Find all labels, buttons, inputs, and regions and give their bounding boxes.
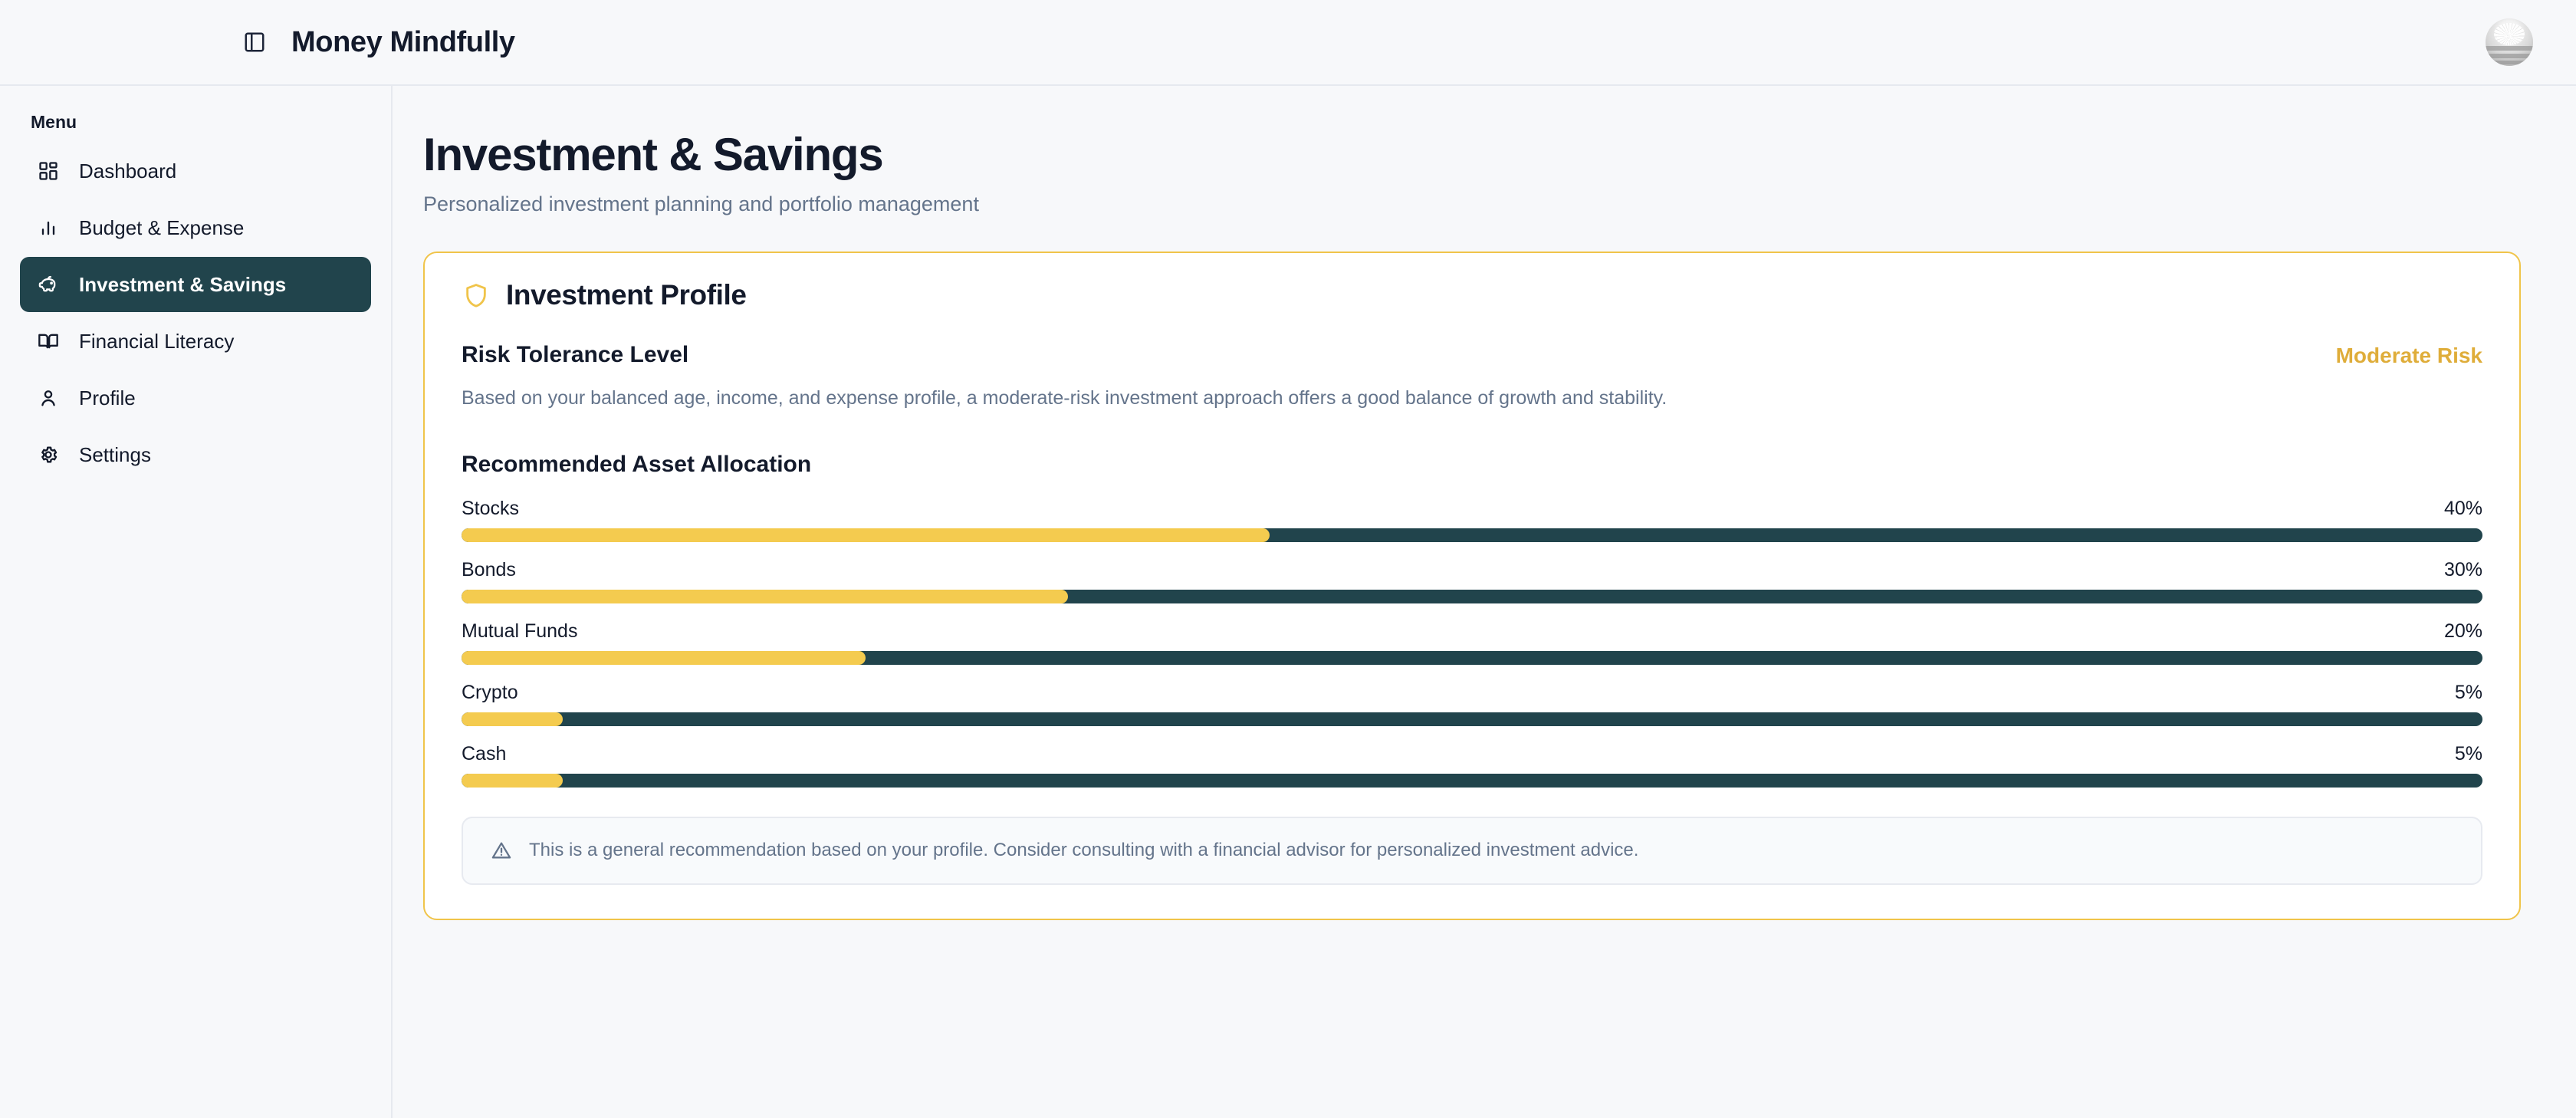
sidebar-item-label: Financial Literacy <box>79 329 235 353</box>
allocation-progress-fill <box>462 651 866 666</box>
avatar-image-detail <box>2494 23 2525 45</box>
allocation-label: Crypto <box>462 682 518 704</box>
card-title: Investment Profile <box>506 279 747 311</box>
risk-tolerance-heading: Risk Tolerance Level <box>462 342 689 368</box>
allocation-value: 30% <box>2443 559 2482 581</box>
book-open-icon <box>35 328 61 354</box>
allocation-meta: Stocks 40% <box>462 498 2482 520</box>
allocation-progress-track <box>462 712 2482 727</box>
gear-icon <box>35 442 61 468</box>
page-subtitle: Personalized investment planning and por… <box>423 192 979 216</box>
allocation-label: Cash <box>462 743 507 765</box>
status-badge: Moderate Risk <box>2335 344 2482 368</box>
allocation-progress-track <box>462 651 2482 666</box>
card-header: Investment Profile <box>462 279 2482 311</box>
avatar[interactable] <box>2486 18 2533 66</box>
allocation-progress-track <box>462 774 2482 788</box>
user-icon <box>35 385 61 411</box>
allocation-row: Cash 5% <box>462 743 2482 788</box>
allocation-list: Stocks 40% Bonds 30% Mutual Funds 20% Crypto 5%… <box>462 498 2482 788</box>
allocation-progress-track <box>462 528 2482 543</box>
disclaimer-note: This is a general recommendation based o… <box>462 817 2482 885</box>
avatar-image-detail <box>2486 53 2533 58</box>
body: Menu Dashboard Budget & Expense <box>0 86 2576 1118</box>
sidebar-item-label: Profile <box>79 386 136 409</box>
sidebar-item-budget-expense[interactable]: Budget & Expense <box>20 200 371 255</box>
allocation-progress-fill <box>462 712 563 727</box>
panel-left-icon[interactable] <box>238 25 271 59</box>
allocation-row: Stocks 40% <box>462 498 2482 543</box>
investment-profile-card: Investment Profile Risk Tolerance Level … <box>423 252 2521 920</box>
sidebar-item-financial-literacy[interactable]: Financial Literacy <box>20 314 371 369</box>
sidebar: Menu Dashboard Budget & Expense <box>0 86 393 1118</box>
sidebar-item-label: Settings <box>79 442 151 466</box>
sidebar-item-label: Dashboard <box>79 159 177 182</box>
allocation-row: Bonds 30% <box>462 559 2482 604</box>
allocation-progress-fill <box>462 528 1270 543</box>
shield-icon <box>462 280 491 311</box>
allocation-meta: Mutual Funds 20% <box>462 620 2482 643</box>
allocation-progress-fill <box>462 590 1068 604</box>
allocation-value: 40% <box>2443 498 2482 520</box>
allocation-value: 5% <box>2454 743 2482 765</box>
page-title: Investment & Savings <box>423 129 884 180</box>
allocation-progress-fill <box>462 774 563 788</box>
top-bar-right <box>2486 18 2533 66</box>
sidebar-item-label: Investment & Savings <box>79 272 287 296</box>
sidebar-item-settings[interactable]: Settings <box>20 427 371 482</box>
allocation-heading: Recommended Asset Allocation <box>462 452 812 478</box>
allocation-label: Stocks <box>462 498 520 520</box>
allocation-label: Mutual Funds <box>462 620 578 643</box>
avatar-image-detail <box>2486 60 2533 64</box>
sidebar-item-label: Budget & Expense <box>79 215 245 239</box>
allocation-meta: Cash 5% <box>462 743 2482 765</box>
allocation-row: Mutual Funds 20% <box>462 620 2482 666</box>
alert-triangle-icon <box>489 838 514 863</box>
allocation-meta: Bonds 30% <box>462 559 2482 581</box>
allocation-label: Bonds <box>462 559 516 581</box>
allocation-progress-track <box>462 590 2482 604</box>
allocation-meta: Crypto 5% <box>462 682 2482 704</box>
piggy-bank-icon <box>35 271 61 298</box>
allocation-row: Crypto 5% <box>462 682 2482 727</box>
sidebar-menu-label: Menu <box>31 112 77 132</box>
top-bar: Money Mindfully <box>0 0 2576 86</box>
allocation-value: 5% <box>2454 682 2482 704</box>
bar-chart-icon <box>35 215 61 241</box>
top-bar-left: Money Mindfully <box>0 25 515 59</box>
sidebar-item-investment-savings[interactable]: Investment & Savings <box>20 257 371 312</box>
allocation-value: 20% <box>2443 620 2482 643</box>
sidebar-item-dashboard[interactable]: Dashboard <box>20 143 371 199</box>
risk-description: Based on your balanced age, income, and … <box>462 387 1668 409</box>
main-content: Investment & Savings Personalized invest… <box>393 86 2576 1118</box>
sidebar-item-profile[interactable]: Profile <box>20 370 371 426</box>
grid-icon <box>35 158 61 184</box>
risk-row: Risk Tolerance Level Moderate Risk <box>462 342 2482 368</box>
disclaimer-text: This is a general recommendation based o… <box>529 840 1639 861</box>
avatar-image-detail <box>2486 45 2533 51</box>
app-title: Money Mindfully <box>291 25 515 58</box>
